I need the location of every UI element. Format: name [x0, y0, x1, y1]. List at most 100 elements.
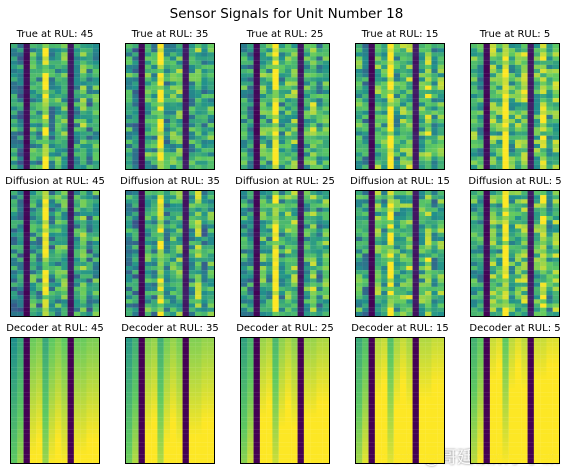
heatmap-cell	[471, 156, 478, 161]
heatmap-cell	[540, 131, 547, 136]
heatmap-cell	[412, 203, 419, 208]
heatmap-cell	[285, 299, 292, 304]
heatmap-cell	[406, 257, 413, 262]
heatmap-cell	[515, 307, 522, 312]
heatmap-cell	[418, 106, 426, 111]
heatmap-cell	[163, 367, 171, 372]
heatmap-cell	[67, 311, 74, 316]
heatmap-cell	[73, 392, 81, 397]
heatmap-cell	[400, 307, 407, 312]
heatmap-cell	[182, 44, 189, 49]
heatmap-cell	[188, 98, 196, 103]
heatmap-cell	[188, 164, 196, 169]
heatmap-cell	[496, 211, 503, 217]
heatmap-cell	[182, 379, 189, 384]
heatmap-cell	[393, 266, 401, 271]
heatmap-cell	[73, 119, 81, 124]
heatmap-cell	[291, 139, 298, 145]
heatmap-cell	[310, 261, 317, 267]
heatmap-cell	[489, 139, 497, 145]
heatmap-cell	[431, 241, 438, 246]
heatmap-cell	[241, 257, 248, 262]
heatmap-cell	[201, 400, 208, 405]
heatmap-cell	[316, 253, 323, 258]
heatmap-cell	[483, 220, 490, 225]
heatmap-cell	[73, 454, 81, 459]
heatmap-cell	[92, 311, 99, 316]
heatmap-cell	[86, 195, 93, 200]
heatmap-cell	[477, 311, 484, 316]
heatmap-cell	[393, 207, 401, 212]
heatmap-cell	[138, 119, 145, 124]
heatmap-cell	[195, 106, 202, 111]
heatmap-cell	[170, 270, 177, 275]
heatmap-cell	[138, 400, 145, 405]
heatmap-cell	[489, 249, 497, 254]
heatmap-cell	[253, 160, 260, 165]
heatmap-cell	[151, 216, 158, 221]
heatmap-cell	[182, 270, 189, 275]
heatmap-cell	[182, 425, 189, 430]
heatmap-cell	[425, 160, 432, 165]
heatmap-cell	[437, 232, 444, 237]
heatmap-cell	[151, 56, 158, 61]
heatmap-cell	[86, 56, 93, 61]
heatmap-cell	[144, 278, 152, 283]
heatmap-cell	[272, 253, 279, 258]
heatmap-cell	[182, 358, 189, 364]
heatmap-cell	[61, 148, 68, 153]
heatmap-cell	[381, 119, 388, 124]
heatmap-cell	[393, 44, 401, 49]
heatmap-cell	[400, 270, 407, 275]
heatmap-cell	[527, 64, 534, 70]
heatmap-cell	[540, 257, 547, 262]
heatmap-cell	[431, 245, 438, 250]
heatmap-cell	[374, 195, 382, 200]
heatmap-cell	[23, 291, 30, 296]
heatmap-cell	[297, 241, 304, 246]
heatmap-cell	[67, 245, 74, 250]
heatmap-cell	[207, 98, 214, 103]
heatmap-cell	[67, 346, 74, 351]
heatmap-cell	[36, 220, 43, 225]
heatmap-cell	[502, 148, 509, 153]
heatmap-cell	[515, 85, 522, 90]
heatmap-cell	[508, 119, 516, 124]
heatmap-cell	[259, 69, 267, 74]
heatmap-cell	[67, 270, 74, 275]
heatmap-cell	[247, 295, 254, 300]
heatmap-cell	[368, 48, 375, 53]
heatmap-cell	[11, 131, 18, 136]
heatmap-cell	[247, 52, 254, 57]
heatmap-cell	[515, 48, 522, 53]
heatmap-cell	[176, 236, 183, 242]
heatmap-cell	[201, 135, 208, 140]
heatmap-cell	[80, 216, 87, 221]
heatmap-cell	[515, 270, 522, 275]
heatmap-cell	[73, 94, 81, 99]
heatmap-cell	[297, 135, 304, 140]
heatmap-cell	[489, 286, 497, 292]
heatmap-cell	[73, 303, 81, 308]
heatmap-cell	[515, 73, 522, 78]
heatmap-cell	[502, 245, 509, 250]
heatmap-cell	[540, 261, 547, 267]
heatmap-cell	[540, 224, 547, 229]
heatmap-cell	[132, 282, 139, 287]
heatmap-cell	[195, 81, 202, 86]
heatmap-cell	[126, 56, 133, 61]
heatmap-cell	[86, 342, 93, 347]
heatmap-cell	[195, 110, 202, 115]
heatmap-cell	[431, 64, 438, 70]
heatmap-cell	[393, 77, 401, 82]
heatmap-cell	[381, 295, 388, 300]
heatmap-cell	[80, 442, 87, 447]
heatmap-cell	[291, 228, 298, 233]
heatmap-cell	[86, 77, 93, 82]
heatmap-cell	[170, 89, 177, 95]
heatmap-cell	[80, 64, 87, 70]
heatmap-cell	[86, 396, 93, 401]
heatmap-cell	[151, 203, 158, 208]
heatmap-cell	[132, 139, 139, 145]
heatmap-cell	[316, 98, 323, 103]
